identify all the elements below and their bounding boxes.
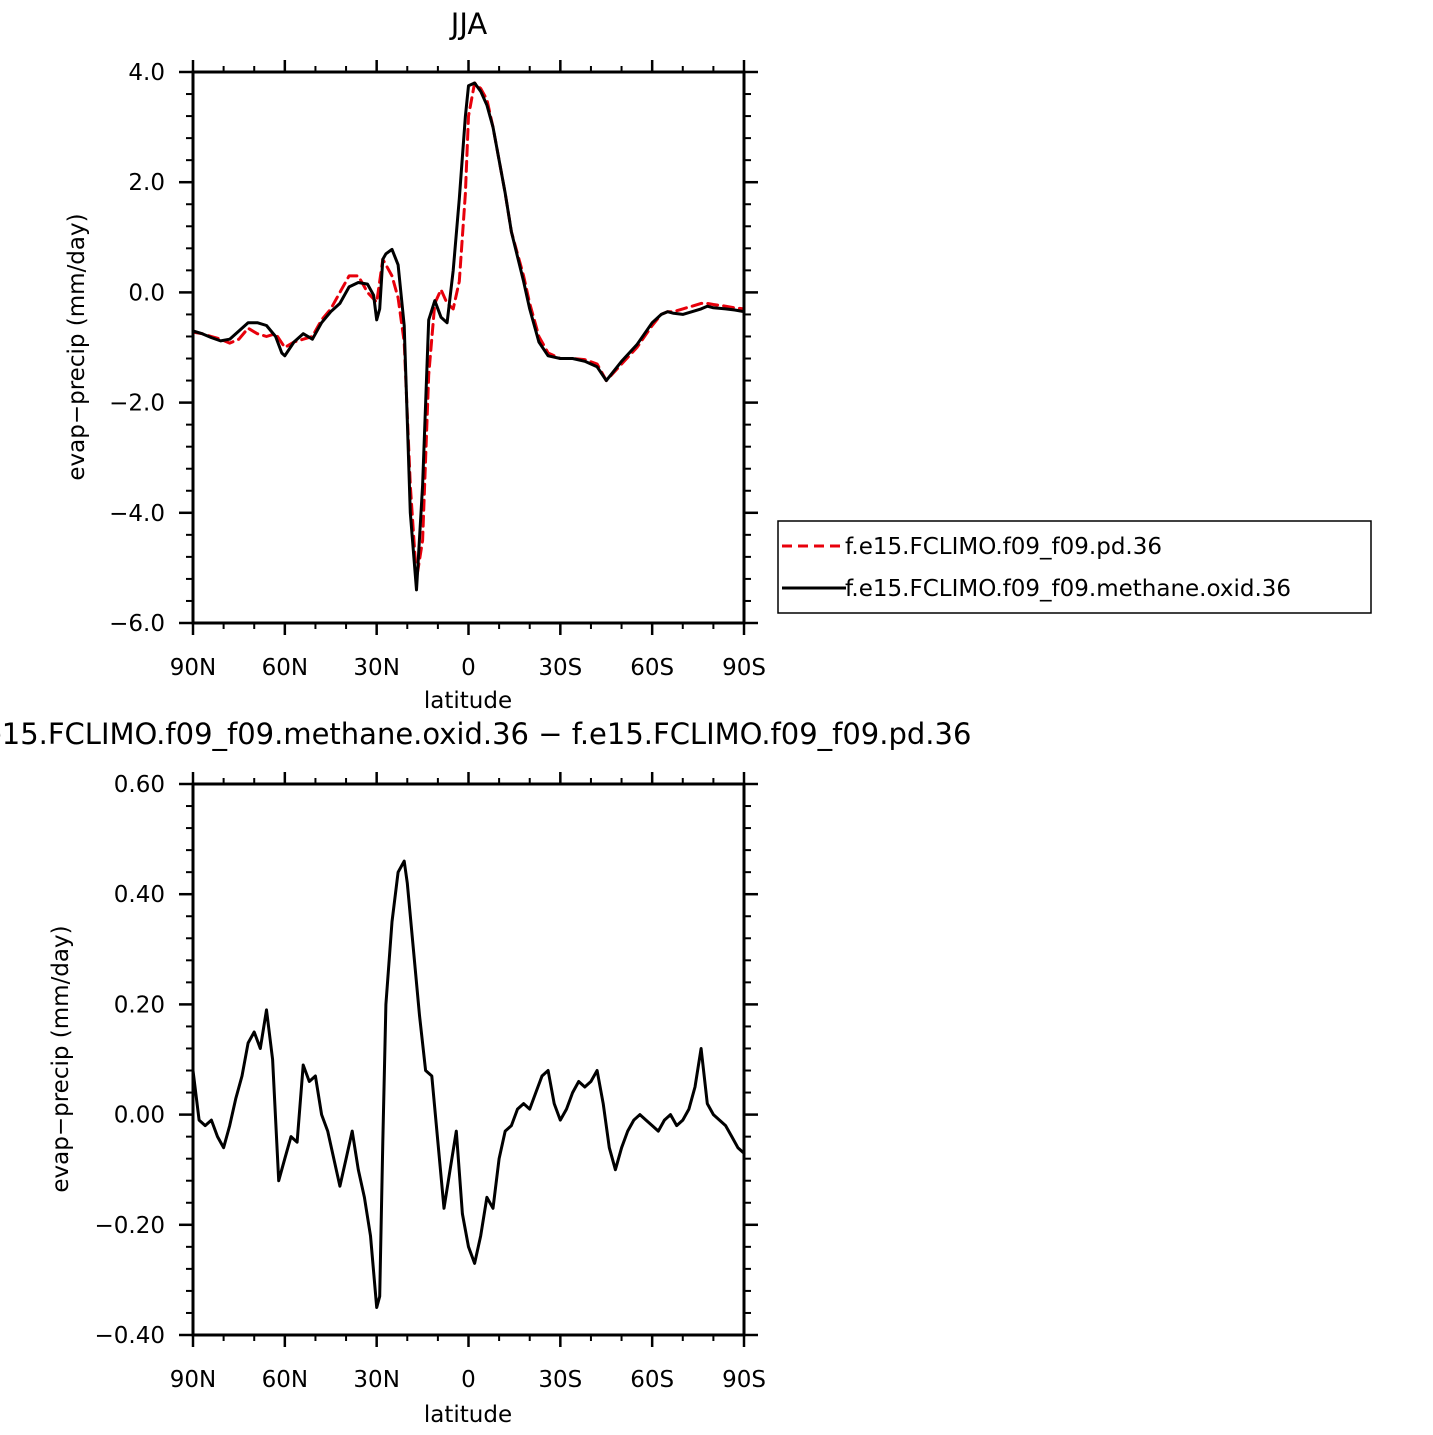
top-x-tick-label: 0 (461, 655, 476, 681)
bottom-panel-series-group (191, 859, 746, 1309)
bottom-y-tick-label: 0.20 (114, 992, 165, 1018)
top-y-tick-label: 2.0 (128, 170, 165, 196)
top-x-tick-label: 30S (538, 655, 582, 681)
bottom-y-tick-label: 0.00 (114, 1103, 165, 1129)
top-y-tick-label: −4.0 (109, 501, 165, 527)
bottom-x-tick-label: 60N (262, 1367, 308, 1393)
legend-label-methane: f.e15.FCLIMO.f09_f09.methane.oxid.36 (845, 576, 1291, 602)
top-panel: JJA 90N 60N 30N 0 30S 60S 90S 4.0 2.0 0.0 −2.0 −4.0… (64, 7, 766, 714)
top-x-tick-label: 60N (262, 655, 308, 681)
legend-box (777, 520, 1372, 614)
bottom-x-tick-label: 60S (630, 1367, 674, 1393)
bottom-panel-ylabel: evap−precip (mm/day) (48, 925, 74, 1192)
bottom-panel-plot-frame (191, 782, 746, 1337)
bottom-panel-xlabel: latitude (424, 1402, 512, 1428)
top-series-line-0 (191, 81, 746, 581)
top-y-tick-label: −6.0 (109, 611, 165, 637)
bottom-y-tick-label: −0.40 (95, 1323, 165, 1349)
top-panel-title: JJA (449, 7, 488, 41)
top-y-tick-label: 0.0 (128, 280, 165, 306)
top-series-line-1 (191, 81, 746, 592)
top-y-tick-label: −2.0 (109, 391, 165, 417)
bottom-x-tick-label: 90N (170, 1367, 216, 1393)
top-panel-ylabel: evap−precip (mm/day) (64, 213, 90, 480)
top-panel-ticks: 90N 60N 30N 0 30S 60S 90S 4.0 2.0 0.0 −2.0 −4.0 −6.0 (109, 60, 766, 681)
bottom-x-tick-label: 30N (353, 1367, 399, 1393)
top-panel-xlabel: latitude (424, 688, 512, 714)
top-panel-plot-frame (191, 70, 746, 625)
top-panel-series-group (191, 81, 746, 592)
bottom-x-tick-label: 30S (538, 1367, 582, 1393)
bottom-y-tick-label: 0.60 (114, 772, 165, 798)
bottom-y-tick-label: −0.20 (95, 1213, 165, 1239)
bottom-panel-title: f.e15.FCLIMO.f09_f09.methane.oxid.36 − f… (0, 717, 971, 751)
bottom-panel-ticks: 90N 60N 30N 0 30S 60S 90S 0.60 0.40 0.20 0.00 −0.20… (95, 772, 766, 1393)
top-x-tick-label: 60S (630, 655, 674, 681)
top-y-tick-label: 4.0 (128, 60, 165, 86)
legend-label-pd: f.e15.FCLIMO.f09_f09.pd.36 (845, 534, 1162, 560)
bottom-x-tick-label: 90S (722, 1367, 766, 1393)
bottom-x-tick-label: 0 (461, 1367, 476, 1393)
top-x-tick-label: 90S (722, 655, 766, 681)
top-x-tick-label: 90N (170, 655, 216, 681)
bottom-series-line-0 (191, 859, 746, 1309)
top-x-tick-label: 30N (353, 655, 399, 681)
bottom-y-tick-label: 0.40 (114, 882, 165, 908)
legend: f.e15.FCLIMO.f09_f09.pd.36 f.e15.FCLIMO.… (777, 520, 1372, 614)
bottom-panel: f.e15.FCLIMO.f09_f09.methane.oxid.36 − f… (0, 717, 971, 1428)
